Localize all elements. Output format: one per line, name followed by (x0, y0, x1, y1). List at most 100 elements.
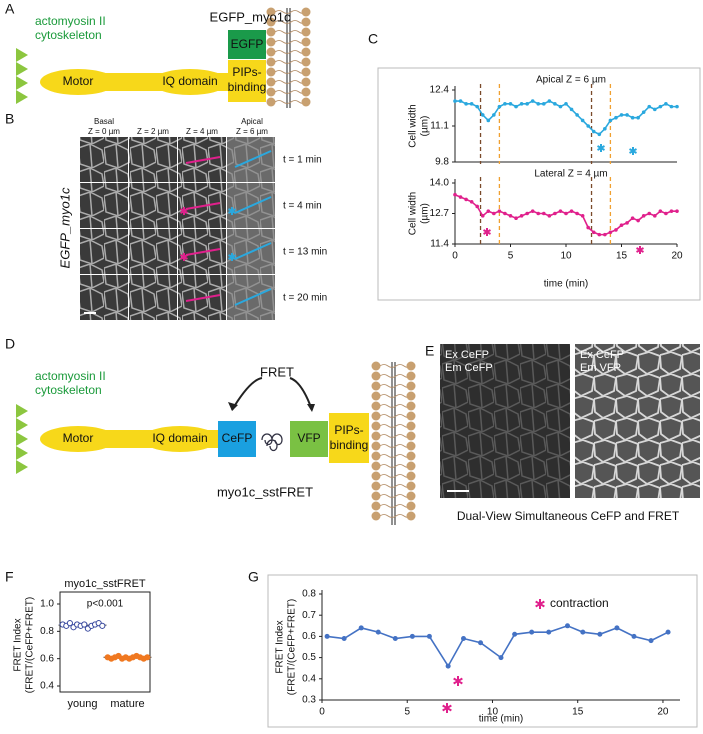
point (358, 625, 364, 631)
point (630, 216, 635, 220)
fret-label: FRET (260, 364, 294, 379)
lipid-head (406, 451, 416, 461)
point (492, 113, 496, 117)
x-tick-label: mature (110, 698, 144, 710)
point (564, 102, 568, 106)
lipid-head (406, 411, 416, 421)
lipid-tail (274, 10, 308, 14)
series-line (455, 100, 677, 136)
column-header: Z = 4 µm (186, 127, 218, 136)
panel-label: B (5, 111, 14, 127)
point (536, 211, 541, 216)
lipid-head (406, 381, 416, 391)
column-header: Z = 6 µm (236, 127, 268, 136)
plot-frame (59, 591, 151, 693)
lipid-head (301, 87, 311, 97)
y-tick-label: 0.6 (302, 631, 316, 642)
asterisk (629, 147, 637, 155)
asterisk (453, 676, 463, 686)
point (653, 214, 657, 218)
lipid-head (301, 57, 311, 67)
scale-bar (84, 312, 96, 314)
lipid-tail (379, 474, 413, 478)
measure-line (185, 248, 221, 256)
row-label: t = 1 min (283, 155, 322, 166)
y-tick-label: 0.8 (302, 589, 316, 600)
point (586, 124, 590, 128)
measure-line (234, 288, 272, 306)
point (409, 633, 415, 639)
point (542, 211, 546, 216)
lipid-tail (379, 364, 413, 368)
lipid-tail (379, 464, 413, 468)
lipid-head (266, 27, 276, 37)
x-tick-label: 15 (616, 251, 628, 262)
lipid-head (406, 501, 416, 511)
motor-domain (40, 69, 116, 95)
y-tick-label: 1.0 (40, 599, 54, 610)
x-axis-label: time (min) (544, 279, 588, 290)
lipid-head (371, 371, 381, 381)
lipid-head (406, 491, 416, 501)
point (546, 629, 552, 635)
point (641, 110, 646, 114)
lipid-head (266, 77, 276, 87)
pips-label: binding (330, 438, 369, 452)
point (597, 132, 602, 137)
lipid-head (371, 361, 381, 371)
lipid-head (301, 47, 311, 57)
iq-domain (152, 69, 228, 95)
construct-label: myo1c_sstFRET (217, 484, 313, 499)
point (614, 228, 618, 232)
asterisk (636, 246, 644, 254)
micrograph-texture (80, 229, 128, 274)
point (530, 209, 535, 213)
lipid-head (371, 481, 381, 491)
y-tick-label: 0.4 (40, 681, 54, 692)
vfp-label: VFP (297, 431, 320, 445)
lipid-head (371, 471, 381, 481)
point (81, 621, 88, 628)
pips-label: binding (228, 80, 267, 94)
point (464, 197, 468, 202)
point (475, 204, 480, 209)
motor-domain (40, 426, 116, 452)
point (144, 654, 151, 661)
measure-line (185, 202, 221, 210)
actin-triangle (16, 404, 28, 418)
y-tick-label: 0.4 (302, 673, 316, 684)
point (630, 115, 635, 120)
linker-spiral (261, 433, 283, 452)
row-label: t = 20 min (283, 293, 327, 304)
row-label: t = 4 min (283, 201, 322, 212)
point (469, 102, 474, 106)
point (603, 126, 607, 131)
lipid-head (301, 97, 311, 107)
y-tick-label: 11.4 (430, 239, 449, 250)
actin-triangle (16, 460, 28, 474)
point (478, 640, 484, 646)
point (586, 225, 590, 230)
point (392, 636, 398, 642)
point (529, 629, 535, 635)
lipid-head (371, 441, 381, 451)
lipid-head (266, 37, 276, 47)
layout (16, 7, 644, 713)
lipid-head (266, 97, 276, 107)
egfp-box (228, 30, 266, 59)
point (480, 113, 485, 117)
point (580, 214, 585, 218)
x-tick-label: 10 (487, 707, 499, 718)
point (469, 199, 474, 204)
point (575, 113, 579, 117)
point (453, 192, 457, 197)
x-tick-label: 10 (560, 251, 572, 262)
asterisk (597, 144, 605, 152)
point (66, 620, 74, 627)
point (636, 115, 640, 120)
pips-box (329, 413, 369, 463)
image-texture (440, 344, 570, 498)
y-tick-label: 12.4 (430, 85, 450, 96)
iq-label: IQ domain (152, 431, 207, 445)
point (486, 118, 491, 123)
